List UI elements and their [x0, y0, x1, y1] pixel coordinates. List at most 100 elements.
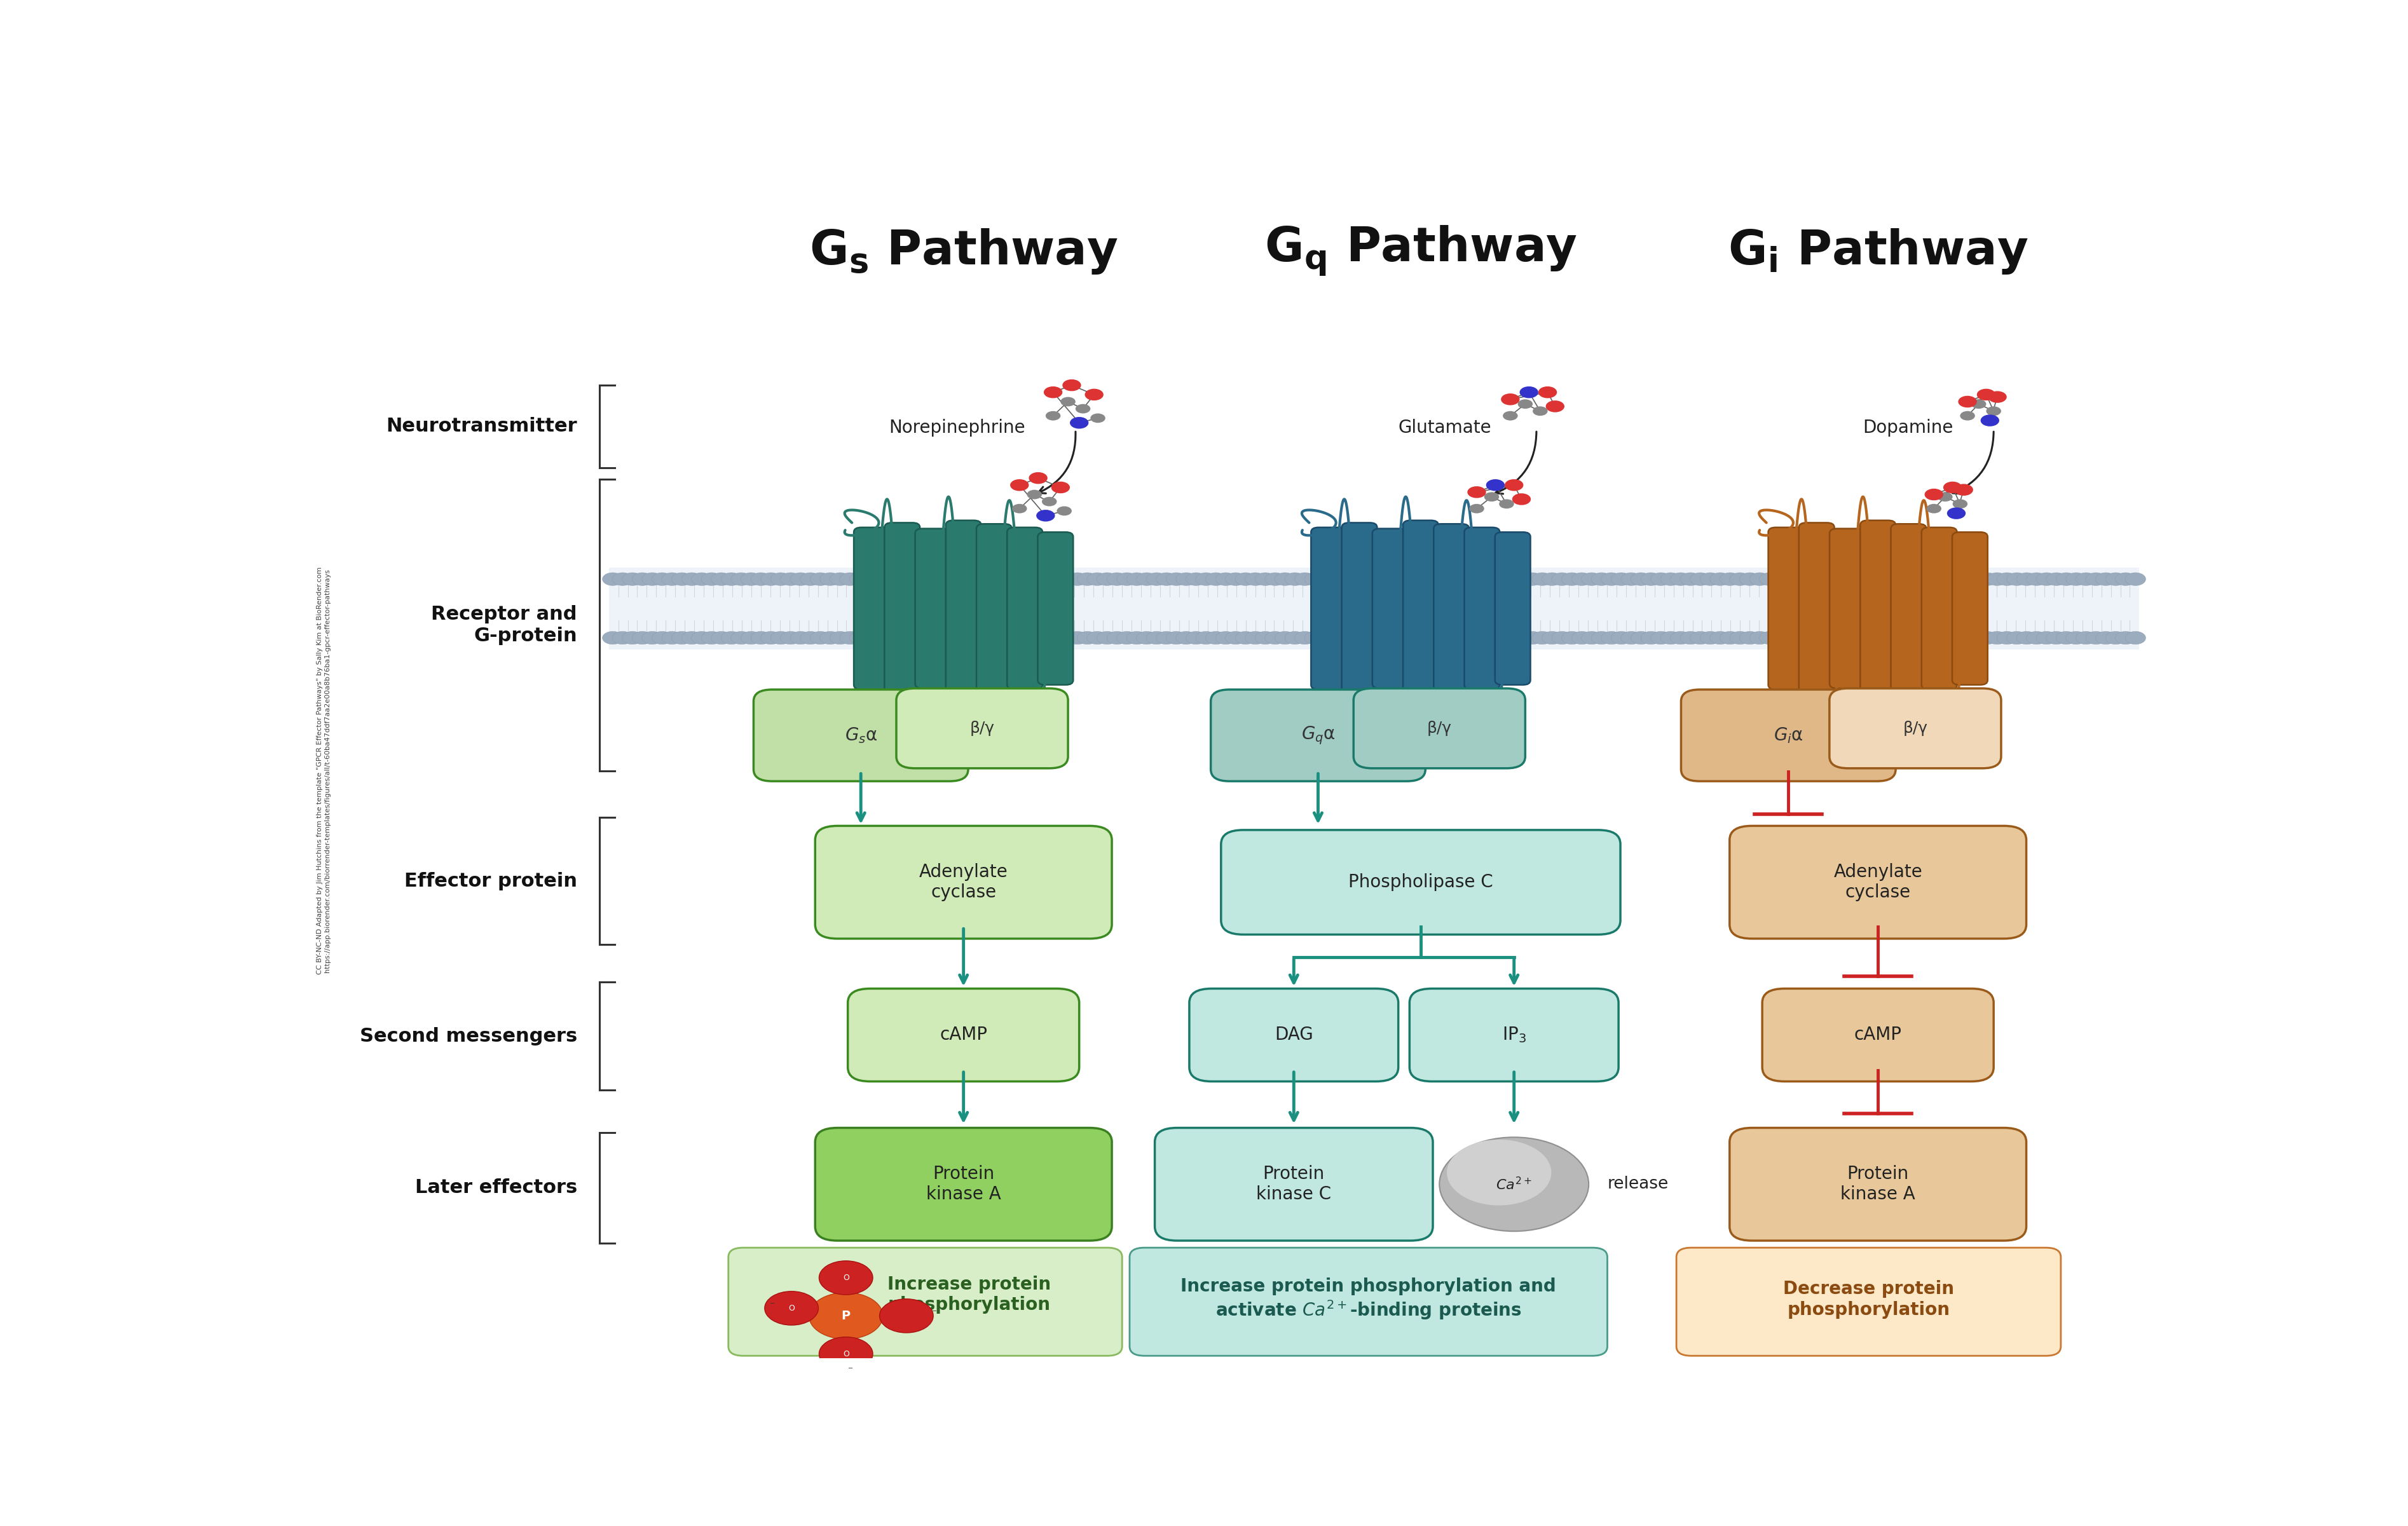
Circle shape [1601, 572, 1621, 586]
Circle shape [821, 572, 840, 586]
Circle shape [1751, 572, 1770, 586]
Text: Second messengers: Second messengers [359, 1027, 578, 1045]
FancyBboxPatch shape [1830, 688, 2001, 768]
Circle shape [1353, 632, 1375, 644]
Circle shape [2015, 632, 2037, 644]
FancyBboxPatch shape [1922, 528, 1958, 690]
Circle shape [780, 572, 802, 586]
Circle shape [1917, 572, 1938, 586]
FancyBboxPatch shape [848, 989, 1079, 1082]
Text: Protein
kinase C: Protein kinase C [1257, 1164, 1332, 1204]
Circle shape [1226, 572, 1245, 586]
FancyBboxPatch shape [1495, 533, 1531, 685]
Circle shape [1500, 394, 1519, 406]
Circle shape [1503, 572, 1522, 586]
Circle shape [1888, 632, 1910, 644]
Circle shape [1296, 632, 1315, 644]
Circle shape [1469, 487, 1483, 497]
Circle shape [2037, 572, 2056, 586]
Circle shape [1531, 632, 1553, 644]
Circle shape [831, 632, 850, 644]
Circle shape [1047, 572, 1067, 586]
Circle shape [621, 632, 643, 644]
Circle shape [681, 572, 703, 586]
Circle shape [1057, 632, 1079, 644]
Circle shape [1828, 572, 1849, 586]
Circle shape [1488, 481, 1503, 490]
Text: β/γ: β/γ [1902, 720, 1929, 736]
Circle shape [1043, 386, 1062, 398]
Bar [609, 568, 2138, 650]
Circle shape [1926, 504, 1941, 513]
Circle shape [1987, 572, 2008, 586]
Circle shape [1026, 490, 1043, 499]
Circle shape [1924, 488, 1943, 501]
Circle shape [790, 632, 811, 644]
Circle shape [1621, 632, 1642, 644]
Circle shape [2126, 572, 2146, 586]
FancyBboxPatch shape [1211, 690, 1426, 781]
FancyBboxPatch shape [946, 520, 980, 696]
Circle shape [1045, 410, 1060, 421]
Circle shape [1038, 572, 1057, 586]
Circle shape [672, 572, 691, 586]
Circle shape [1548, 401, 1563, 410]
FancyBboxPatch shape [975, 523, 1011, 693]
Circle shape [1255, 572, 1276, 586]
Circle shape [1423, 572, 1445, 586]
Circle shape [1072, 418, 1086, 427]
Circle shape [1028, 472, 1047, 484]
Circle shape [1958, 632, 1977, 644]
Circle shape [1640, 632, 1662, 644]
Circle shape [1592, 632, 1611, 644]
Circle shape [1175, 572, 1197, 586]
Circle shape [958, 572, 980, 586]
Circle shape [1611, 632, 1633, 644]
Circle shape [978, 572, 999, 586]
Circle shape [1649, 572, 1671, 586]
Text: release: release [1609, 1177, 1669, 1192]
Circle shape [1671, 572, 1690, 586]
Circle shape [1512, 632, 1531, 644]
Circle shape [1197, 632, 1216, 644]
Text: Protein
kinase A: Protein kinase A [1840, 1164, 1914, 1204]
Text: Norepinephrine: Norepinephrine [889, 418, 1026, 436]
Circle shape [1907, 572, 1929, 586]
Text: Dopamine: Dopamine [1864, 418, 1953, 436]
Circle shape [1324, 572, 1344, 586]
Circle shape [1729, 632, 1751, 644]
Circle shape [2076, 572, 2097, 586]
Circle shape [1334, 632, 1356, 644]
Circle shape [1799, 572, 1820, 586]
Circle shape [1739, 632, 1760, 644]
Circle shape [1977, 389, 1996, 400]
Circle shape [1739, 572, 1760, 586]
Circle shape [1466, 487, 1486, 497]
Circle shape [701, 632, 722, 644]
Circle shape [1953, 499, 1967, 508]
Circle shape [1512, 493, 1531, 505]
Circle shape [1245, 632, 1267, 644]
Circle shape [1780, 572, 1799, 586]
Circle shape [1483, 493, 1500, 502]
Circle shape [978, 632, 999, 644]
Circle shape [1165, 572, 1187, 586]
Circle shape [1503, 632, 1522, 644]
Circle shape [672, 632, 691, 644]
Circle shape [939, 572, 958, 586]
Circle shape [662, 632, 681, 644]
Circle shape [1789, 572, 1808, 586]
Circle shape [643, 632, 662, 644]
Circle shape [1353, 572, 1375, 586]
Circle shape [1452, 632, 1474, 644]
Circle shape [1127, 572, 1146, 586]
Circle shape [1344, 572, 1365, 586]
Circle shape [1972, 400, 1987, 409]
Circle shape [949, 632, 968, 644]
Circle shape [766, 1291, 819, 1325]
Circle shape [1710, 632, 1731, 644]
Circle shape [2056, 572, 2076, 586]
Circle shape [1898, 632, 1919, 644]
Circle shape [850, 632, 869, 644]
FancyBboxPatch shape [1341, 523, 1377, 694]
